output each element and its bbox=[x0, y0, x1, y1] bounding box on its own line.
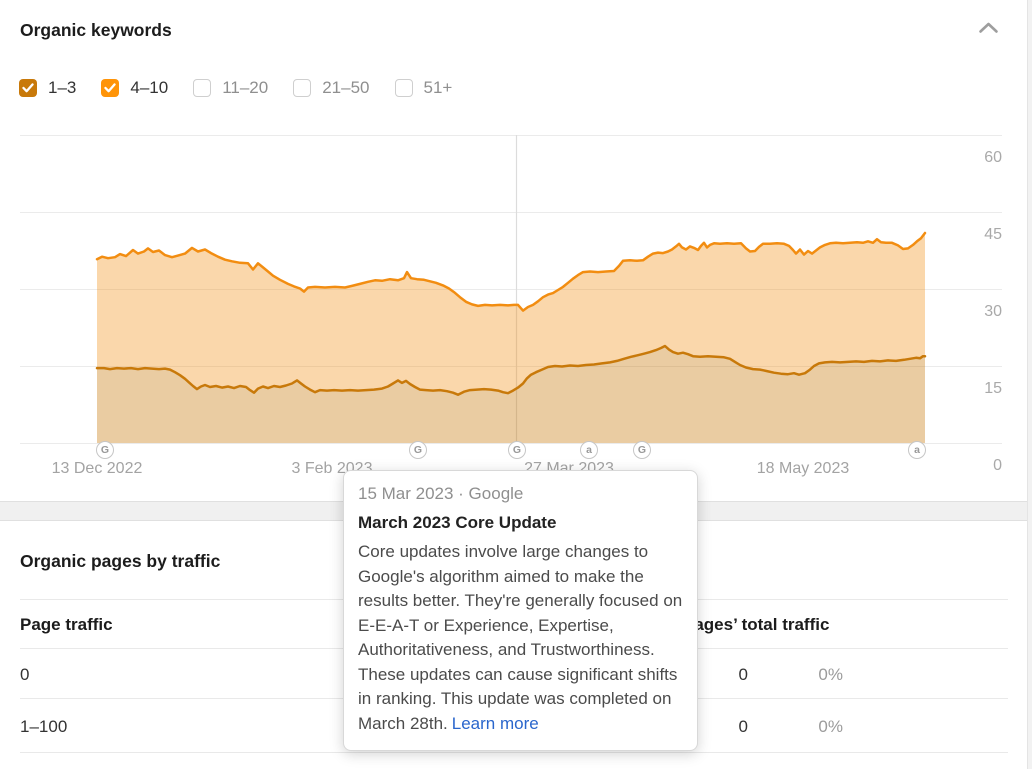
panel-title-organic-keywords: Organic keywords bbox=[20, 20, 172, 40]
keyword-filter-1–3[interactable]: 1–3 bbox=[19, 78, 76, 98]
page-right-gutter bbox=[1027, 0, 1032, 769]
y-axis-label: 15 bbox=[984, 380, 1002, 397]
update-marker-google-icon[interactable]: G bbox=[633, 441, 651, 459]
keyword-filter-21–50[interactable]: 21–50 bbox=[293, 78, 370, 98]
column-header-pages-total-traffic: Pages’ total traffic bbox=[683, 615, 830, 634]
y-axis-label: 30 bbox=[984, 303, 1002, 320]
update-marker-ahrefs-icon[interactable]: a bbox=[580, 441, 598, 459]
tooltip-body-text: Core updates involve large changes to Go… bbox=[358, 542, 683, 733]
cell-total-traffic: 0 bbox=[738, 665, 748, 684]
keyword-filter-51+[interactable]: 51+ bbox=[394, 78, 453, 98]
checkbox-checked-icon[interactable] bbox=[101, 79, 120, 97]
organic-keywords-chart: 13 Dec 2022 3 Feb 2023 27 Mar 2023 18 May 2… bbox=[20, 135, 1002, 480]
divider bbox=[20, 752, 1008, 753]
keywords-area-plot[interactable] bbox=[20, 135, 1002, 445]
y-axis-label: 60 bbox=[984, 149, 1002, 166]
collapse-panel-button[interactable] bbox=[972, 18, 1004, 42]
column-header-page-traffic: Page traffic bbox=[20, 615, 113, 634]
filter-label: 51+ bbox=[423, 78, 453, 97]
checkbox-unchecked-icon[interactable] bbox=[394, 79, 413, 97]
keyword-filter-11–20[interactable]: 11–20 bbox=[193, 78, 268, 98]
tooltip-date: 15 Mar 2023 · Google bbox=[358, 484, 524, 503]
panel-title-organic-pages: Organic pages by traffic bbox=[20, 551, 221, 571]
x-axis-label: 13 Dec 2022 bbox=[51, 460, 143, 477]
checkbox-unchecked-icon[interactable] bbox=[293, 79, 312, 97]
position-filter-row: 1–3 4–10 11–20 21–50 51+ bbox=[19, 78, 452, 98]
filter-label: 21–50 bbox=[322, 78, 370, 97]
cell-page-traffic: 0 bbox=[20, 665, 30, 684]
y-axis-label: 45 bbox=[984, 226, 1002, 243]
cell-total-traffic: 0 bbox=[738, 717, 748, 736]
google-update-tooltip: 15 Mar 2023 · Google March 2023 Core Upd… bbox=[343, 470, 698, 751]
tooltip-body: Core updates involve large changes to Go… bbox=[358, 540, 683, 736]
keyword-filter-4–10[interactable]: 4–10 bbox=[101, 78, 168, 98]
filter-label: 1–3 bbox=[48, 78, 77, 97]
x-axis-label: 18 May 2023 bbox=[756, 460, 850, 477]
chevron-up-icon bbox=[978, 21, 999, 39]
filter-label: 4–10 bbox=[130, 78, 169, 97]
tooltip-title: March 2023 Core Update bbox=[358, 513, 557, 532]
learn-more-link[interactable]: Learn more bbox=[451, 713, 539, 733]
y-axis-label: 0 bbox=[993, 457, 1002, 474]
update-marker-google-icon[interactable]: G bbox=[96, 441, 114, 459]
checkbox-unchecked-icon[interactable] bbox=[193, 79, 212, 97]
update-marker-google-icon[interactable]: G bbox=[409, 441, 427, 459]
cell-page-traffic: 1–100 bbox=[20, 717, 68, 736]
cell-total-traffic-percent: 0% bbox=[818, 717, 843, 736]
update-marker-google-icon[interactable]: G bbox=[508, 441, 526, 459]
filter-label: 11–20 bbox=[222, 78, 269, 97]
cell-total-traffic-percent: 0% bbox=[818, 665, 843, 684]
checkbox-checked-icon[interactable] bbox=[19, 79, 37, 97]
update-marker-ahrefs-icon[interactable]: a bbox=[908, 441, 926, 459]
